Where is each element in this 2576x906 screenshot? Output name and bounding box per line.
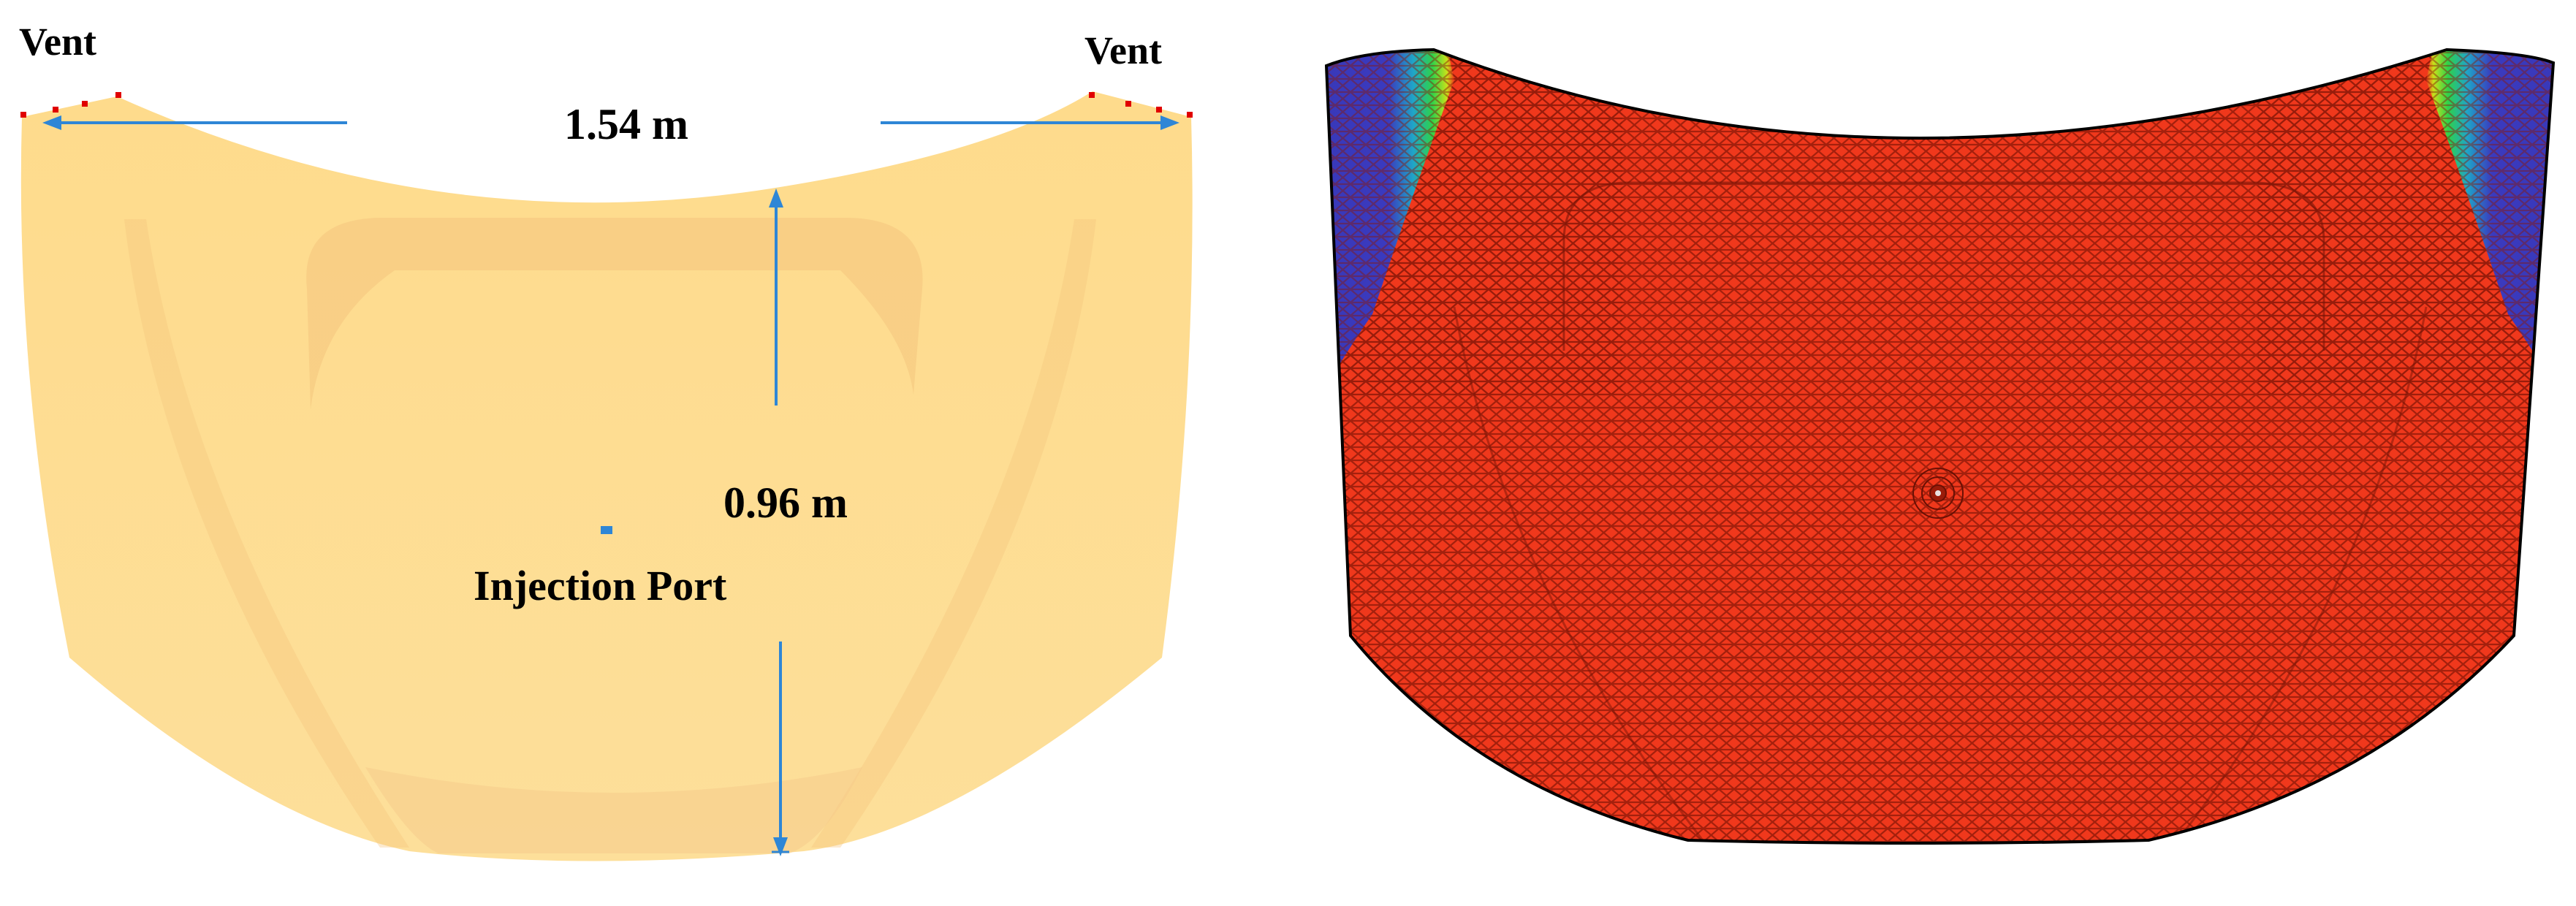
- width-dimension-arrows: [42, 115, 1179, 130]
- hood-bottom-shade: [365, 767, 862, 853]
- vent-markers-left: [20, 92, 121, 118]
- injection-gate-mesh: [1912, 468, 1964, 519]
- hood-crease-left: [124, 219, 409, 848]
- mesh-outline: [1324, 47, 2556, 845]
- vent-label-left: Vent: [19, 20, 97, 64]
- injection-port-label: Injection Port: [474, 562, 727, 609]
- vent-label-right: Vent: [1084, 28, 1163, 72]
- hood-height-label: 0.96 m: [723, 479, 848, 527]
- hood-width-label: 1.54 m: [564, 100, 688, 148]
- injection-port-marker: [601, 526, 612, 534]
- hood-crease-right: [811, 219, 1096, 848]
- height-dimension-arrows: [769, 189, 789, 856]
- vent-markers-right: [1089, 92, 1193, 118]
- hood-geometry: [20, 91, 1193, 861]
- mesh-simulation: [1324, 47, 2556, 845]
- hood-scoop-ridge: [306, 218, 923, 409]
